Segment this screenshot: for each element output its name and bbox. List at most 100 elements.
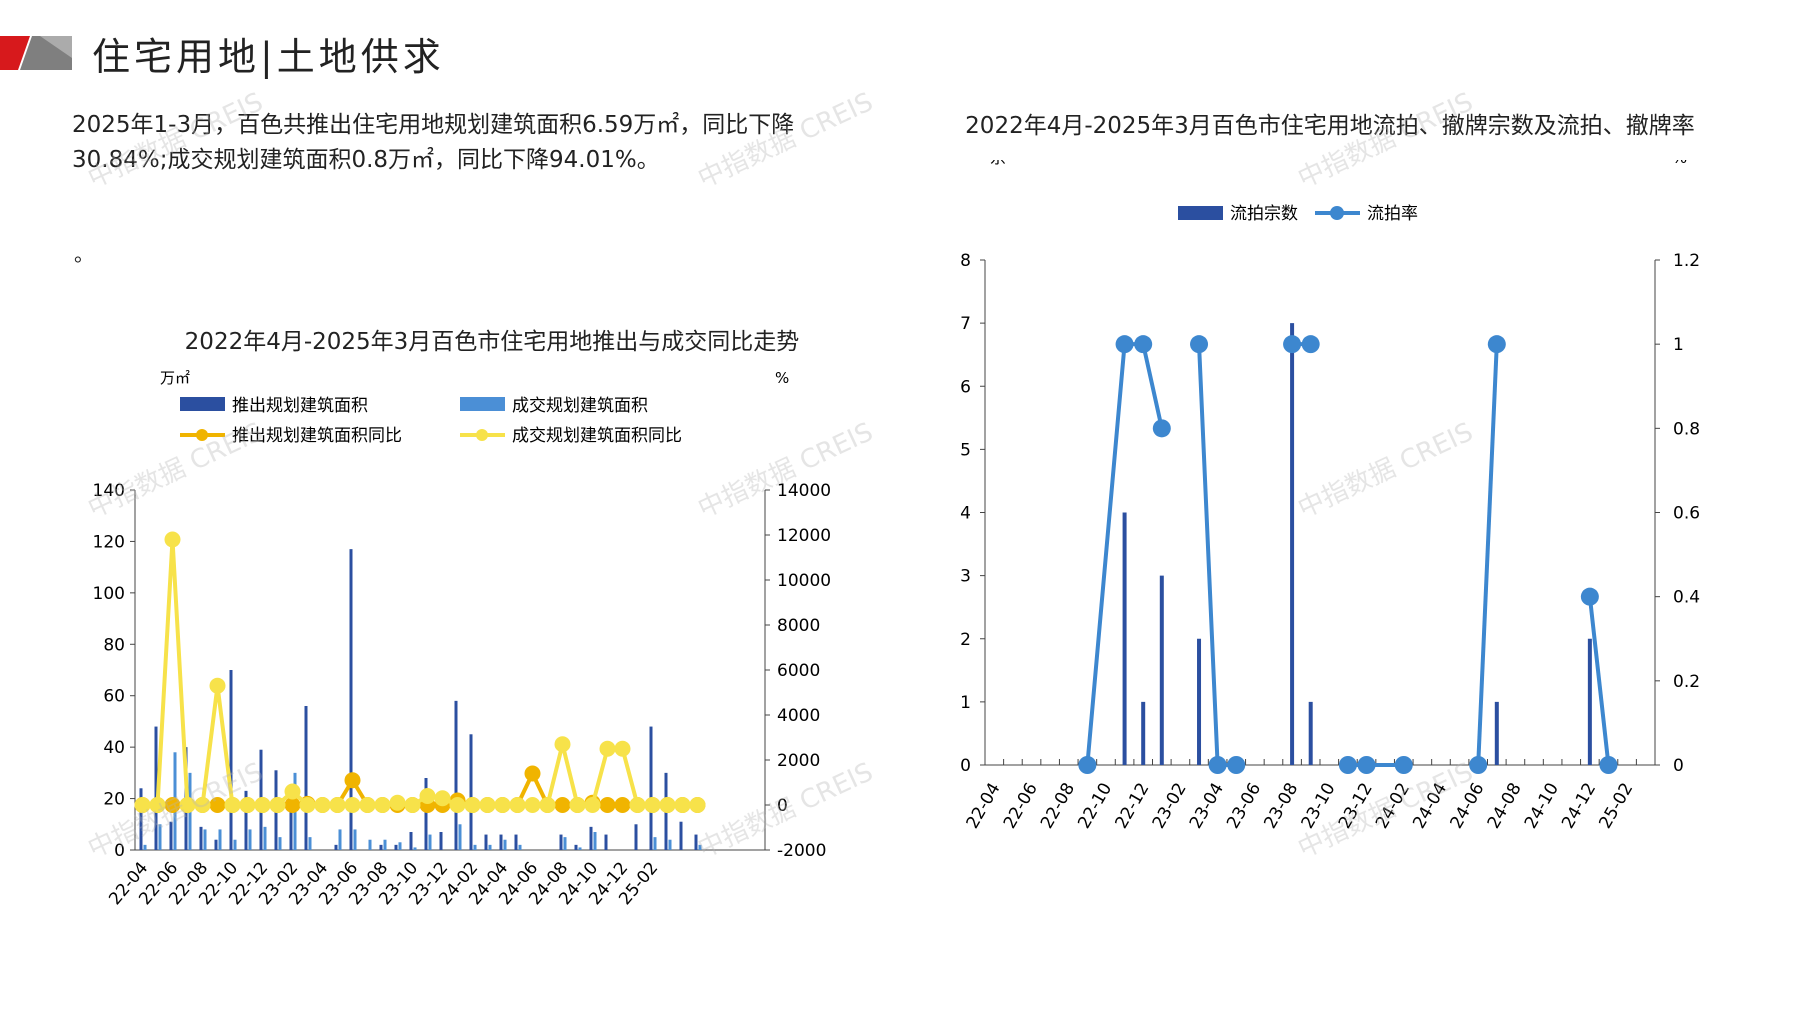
- supply-bar: [424, 778, 428, 850]
- supply-bar: [394, 844, 398, 850]
- y-tick-label-right: 4000: [777, 706, 820, 726]
- fail-rate-point: [1487, 335, 1506, 354]
- right-y-unit: %: [1672, 160, 1687, 167]
- deal-bar: [413, 847, 417, 850]
- intro-trailing-mark: 。: [74, 242, 94, 266]
- fail-rate-line: [1587, 596, 1611, 766]
- deal-bar: [593, 832, 597, 850]
- supply-bar: [589, 826, 593, 850]
- supply-yoy-point: [614, 797, 631, 813]
- y-tick-label-right: 0.6: [1673, 504, 1700, 524]
- deal-bar: [488, 844, 492, 850]
- deal-yoy-point: [434, 790, 451, 807]
- deal-yoy-point: [179, 797, 196, 813]
- supply-bar: [574, 844, 578, 850]
- left-y-unit: 宗: [990, 160, 1006, 167]
- deal-bar: [263, 826, 267, 850]
- y-tick-label-right: 0.8: [1673, 419, 1700, 439]
- supply-bar: [634, 824, 638, 850]
- supply-bar: [289, 798, 293, 850]
- x-tick-label: 24-04: [1409, 780, 1451, 833]
- deal-yoy-point: [659, 797, 676, 813]
- legend-swatch: [460, 397, 505, 411]
- supply-bar: [469, 734, 473, 850]
- deal-bar: [218, 829, 222, 850]
- y-tick-label-left: 100: [93, 584, 125, 604]
- legend-swatch: [180, 397, 225, 411]
- supply-bar: [304, 706, 308, 850]
- deal-yoy-point: [614, 740, 631, 757]
- fail-count-bar: [1122, 512, 1127, 765]
- supply-yoy-point: [209, 797, 226, 813]
- fail-rate-point: [1599, 756, 1618, 774]
- y-tick-label-right: 14000: [777, 481, 831, 501]
- fail-rate-point: [1357, 756, 1376, 774]
- left-y-unit: 万㎡: [160, 369, 190, 387]
- x-tick-label: 22-10: [1074, 780, 1116, 833]
- x-tick-label: 24-12: [1558, 780, 1600, 833]
- deal-yoy-point: [689, 797, 706, 813]
- legend-swatch: [1178, 206, 1223, 220]
- y-tick-label-right: 0.4: [1673, 588, 1700, 608]
- fail-rate-point: [1078, 756, 1097, 774]
- x-tick-label: 22-04: [963, 780, 1005, 833]
- deal-bar: [233, 839, 237, 850]
- supply-yoy-point: [524, 765, 541, 782]
- fail-count-bar: [1290, 323, 1295, 765]
- y-tick-label-right: 1.2: [1673, 251, 1700, 271]
- y-tick-label-right: 10000: [777, 571, 831, 591]
- page-header: 住宅用地|土地供求: [0, 16, 1797, 79]
- deal-yoy-point: [509, 797, 526, 813]
- deal-bar: [668, 839, 672, 850]
- left-chart-title: 2022年4月-2025年3月百色市住宅用地推出与成交同比走势: [184, 329, 800, 355]
- deal-bar: [353, 829, 357, 850]
- deal-bar: [203, 829, 207, 850]
- y-tick-label-right: 12000: [777, 526, 831, 546]
- deal-yoy-point: [314, 797, 331, 813]
- deal-yoy-point: [254, 797, 271, 813]
- x-tick-label: 23-08: [1260, 780, 1302, 833]
- deal-bar: [458, 824, 462, 850]
- y-tick-label-left: 0: [114, 841, 125, 861]
- fail-rate-point: [1580, 587, 1599, 606]
- supply-bar: [679, 821, 683, 850]
- supply-bar: [649, 726, 653, 850]
- fail-rate-point: [1227, 756, 1246, 774]
- y-tick-label-left: 60: [103, 687, 125, 707]
- x-tick-label: 24-02: [1372, 780, 1414, 833]
- supply-bar: [199, 826, 203, 850]
- supply-bar: [514, 834, 518, 850]
- deal-yoy-point: [329, 797, 346, 813]
- deal-yoy-point: [194, 797, 211, 813]
- deal-yoy-point: [134, 797, 151, 813]
- supply-bar: [139, 788, 143, 850]
- deal-yoy-point: [164, 531, 181, 548]
- deal-yoy-point: [224, 797, 241, 813]
- deal-yoy-point: [644, 797, 661, 813]
- brand-logo-icon: [0, 36, 72, 70]
- deal-bar: [563, 837, 567, 850]
- intro-paragraph: 2025年1-3月，百色共推出住宅用地规划建筑面积6.59万㎡，同比下降30.8…: [72, 112, 795, 173]
- y-tick-label-right: 1: [1673, 335, 1684, 355]
- y-tick-label-right: 0: [777, 796, 788, 816]
- legend-label: 流拍宗数: [1230, 204, 1298, 224]
- deal-bar: [158, 824, 162, 850]
- deal-bar: [338, 829, 342, 850]
- fail-rate-line: [1197, 344, 1237, 767]
- x-tick-label: 23-10: [1298, 780, 1340, 833]
- x-tick-label: 25-02: [1595, 780, 1637, 833]
- y-tick-label-left: 20: [103, 790, 125, 810]
- x-tick-label: 23-02: [1149, 780, 1191, 833]
- x-tick-label: 24-10: [1521, 780, 1563, 833]
- fail-rate-line: [1476, 344, 1499, 766]
- deal-bar: [248, 829, 252, 850]
- deal-yoy-point: [629, 797, 646, 813]
- supply-bar: [244, 790, 248, 850]
- supply-yoy-point: [554, 797, 571, 813]
- deal-yoy-point: [269, 797, 286, 813]
- y-tick-label-right: 6000: [777, 661, 820, 681]
- deal-bar: [308, 837, 312, 850]
- deal-yoy-point: [599, 740, 616, 757]
- y-tick-label-left: 80: [103, 635, 125, 655]
